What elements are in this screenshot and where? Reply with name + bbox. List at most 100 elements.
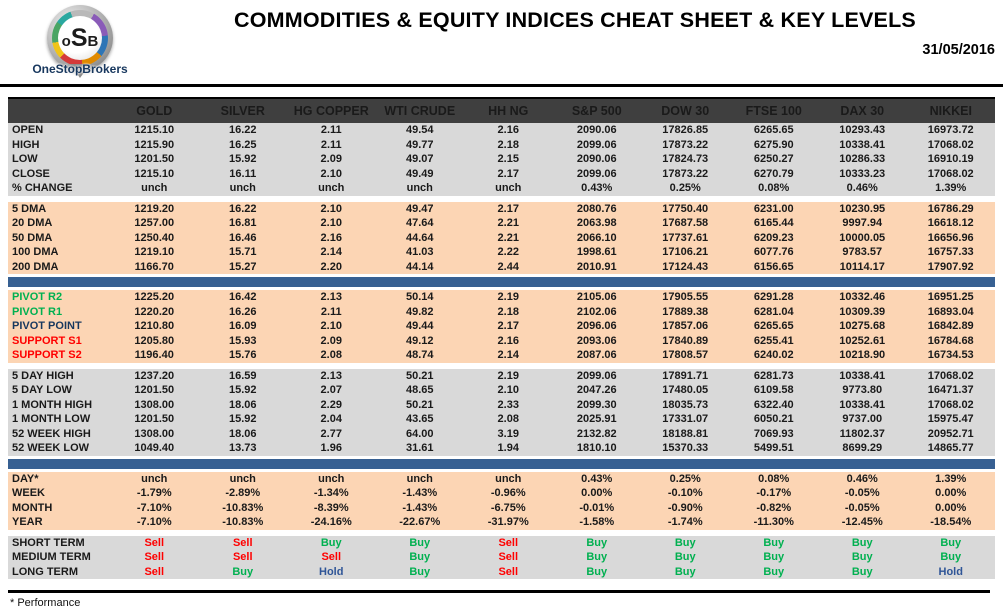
cell: Sell <box>498 551 519 564</box>
footer-divider <box>8 590 990 593</box>
table-row-50-dma: 50 DMA 1250.40 16.46 2.16 44.64 2.21 2066.10 17… <box>8 230 995 245</box>
cell: 11802.37 <box>839 427 885 440</box>
table-row-long-term: LONG TERM Sell Buy Hold Buy Sell Buy Buy Buy Buy H… <box>8 564 995 579</box>
cell: 5499.51 <box>753 442 794 455</box>
cell: 1196.40 <box>134 349 174 362</box>
cell: Sell <box>498 536 519 549</box>
cell: 2.17 <box>497 202 519 215</box>
cell: unch <box>141 182 168 195</box>
cell: 15.92 <box>228 153 257 166</box>
cell: -7.10% <box>136 516 172 529</box>
column-header: SILVER <box>220 104 265 118</box>
cell: 2.11 <box>320 305 342 318</box>
cell: 2096.06 <box>576 320 617 333</box>
table-row-support-s1: SUPPORT S1 1205.80 15.93 2.09 49.12 2.16 2093.… <box>8 333 995 348</box>
cell: 6156.65 <box>753 260 794 273</box>
footer-note: * Performance <box>10 597 81 609</box>
cell: 18188.81 <box>662 427 709 440</box>
cell: 16973.72 <box>927 124 974 137</box>
cell: 9997.94 <box>842 217 883 230</box>
cell: 17857.06 <box>662 320 709 333</box>
cell: 2.10 <box>320 202 342 215</box>
cell: Sell <box>232 536 253 549</box>
cell: unch <box>141 472 168 485</box>
cell: 1219.20 <box>134 202 175 215</box>
cell: Buy <box>763 536 785 549</box>
cell: 16.81 <box>228 217 257 230</box>
section-gap <box>8 529 995 536</box>
cell: Buy <box>940 551 962 564</box>
cell: 1220.20 <box>134 305 175 318</box>
section-blue-band <box>8 277 995 287</box>
cell: 16951.25 <box>927 291 974 304</box>
cell: 14865.77 <box>927 442 974 455</box>
row-label: MEDIUM TERM <box>12 551 91 564</box>
row-label: PIVOT POINT <box>12 320 82 333</box>
table-row-5-day-high: 5 DAY HIGH 1237.20 16.59 2.13 50.21 2.19 2099.… <box>8 368 995 383</box>
cell: 6209.23 <box>753 231 794 244</box>
cell: Buy <box>763 551 785 564</box>
cell: 17905.55 <box>662 291 709 304</box>
cell: unch <box>229 182 256 195</box>
row-label: HIGH <box>12 138 40 151</box>
table-row-close: CLOSE 1215.10 16.11 2.10 49.49 2.17 2099.06 178… <box>8 166 995 181</box>
cell: Buy <box>409 536 431 549</box>
cell: -1.74% <box>667 516 703 529</box>
cell: 2.22 <box>497 246 519 259</box>
cell: Buy <box>940 536 962 549</box>
table-row-open: OPEN 1215.10 16.22 2.11 49.54 2.16 2090.06 1782… <box>8 123 995 138</box>
cell: Sell <box>144 565 165 578</box>
cell: 9783.57 <box>842 246 883 259</box>
column-header: FTSE 100 <box>745 104 802 118</box>
cell: 15.93 <box>228 334 257 347</box>
cell: 15.76 <box>228 349 257 362</box>
cell: 2.16 <box>320 231 342 244</box>
row-label: DAY* <box>12 472 39 485</box>
cell: 0.25% <box>669 472 701 485</box>
cell: Sell <box>144 536 165 549</box>
cell: -0.96% <box>490 487 526 500</box>
cell: 1237.20 <box>134 369 175 382</box>
cell: 1810.10 <box>576 442 617 455</box>
cell: 2.16 <box>497 334 519 347</box>
cell: -10.83% <box>222 501 264 514</box>
cell: 2.19 <box>497 369 519 382</box>
cell: 1250.40 <box>134 231 175 244</box>
cell: 17068.02 <box>927 369 974 382</box>
cell: 49.47 <box>405 202 434 215</box>
cell: 2.77 <box>320 427 342 440</box>
table-row-year: YEAR -7.10% -10.83% -24.16% -22.67% -31.97% -1… <box>8 515 995 530</box>
cell: 2.18 <box>497 305 519 318</box>
cell: 1998.61 <box>576 246 617 259</box>
cell: 17106.21 <box>662 246 709 259</box>
cell: 2.33 <box>497 398 519 411</box>
cell: 43.65 <box>405 413 434 426</box>
cell: 44.64 <box>405 231 434 244</box>
cell: 0.08% <box>758 472 790 485</box>
cell: 16.09 <box>228 320 257 333</box>
page-title: COMMODITIES & EQUITY INDICES CHEAT SHEET… <box>234 8 916 32</box>
table-row-5-day-low: 5 DAY LOW 1201.50 15.92 2.07 48.65 2.10 2047.2… <box>8 383 995 398</box>
section-gap <box>8 362 995 369</box>
cell: Buy <box>674 536 696 549</box>
cell: 2090.06 <box>576 124 617 137</box>
cell: 6255.41 <box>753 334 794 347</box>
cell: 2093.06 <box>576 334 617 347</box>
row-label: MONTH <box>12 501 53 514</box>
cell: 8699.29 <box>842 442 883 455</box>
cell: 49.77 <box>405 138 434 151</box>
cell: 15370.33 <box>662 442 709 455</box>
title-block: COMMODITIES & EQUITY INDICES CHEAT SHEET… <box>155 8 995 58</box>
row-label: PIVOT R2 <box>12 291 63 304</box>
row-label: CLOSE <box>12 167 50 180</box>
row-label: 200 DMA <box>12 260 59 273</box>
cell: Buy <box>232 565 254 578</box>
table-row-week: WEEK -1.79% -2.89% -1.34% -1.43% -0.96% 0.00% -… <box>8 486 995 501</box>
cell: 1308.00 <box>134 398 175 411</box>
cell: 16910.19 <box>927 153 974 166</box>
cell: 2063.98 <box>576 217 617 230</box>
cell: unch <box>495 182 522 195</box>
cell: -6.75% <box>490 501 526 514</box>
cell: 47.64 <box>405 217 434 230</box>
row-label: SHORT TERM <box>12 536 85 549</box>
